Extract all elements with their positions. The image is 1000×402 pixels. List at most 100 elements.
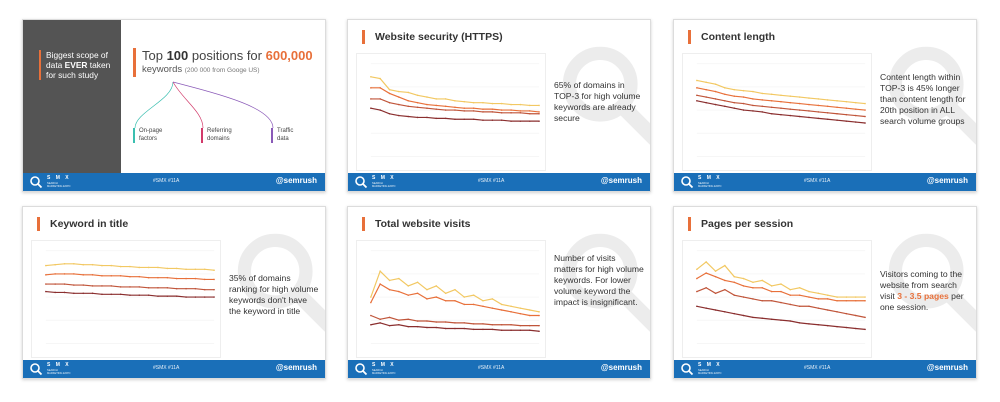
data-point (398, 103, 400, 106)
data-point (528, 104, 531, 107)
data-point (63, 283, 66, 285)
data-point (379, 270, 381, 272)
data-point (454, 109, 456, 111)
data-point (213, 296, 215, 298)
data-point (742, 296, 745, 298)
data-point (203, 296, 206, 298)
data-point (696, 268, 698, 271)
data-point (538, 104, 540, 107)
data-point (528, 329, 531, 332)
data-point (54, 283, 56, 285)
data-point (500, 112, 503, 114)
data-point (110, 293, 113, 296)
data-point (770, 290, 773, 293)
data-point (463, 303, 466, 306)
data-point (157, 295, 159, 297)
data-point (370, 76, 372, 78)
data-point (696, 94, 698, 97)
twitter-handle: @semrush (600, 363, 642, 372)
data-point (789, 303, 792, 306)
data-point (119, 275, 122, 277)
data-point (798, 287, 801, 289)
data-point (864, 316, 866, 319)
data-point (138, 294, 141, 296)
data-point (91, 292, 94, 295)
series-line-3 (45, 290, 215, 298)
data-point (798, 305, 801, 308)
data-point (388, 101, 391, 104)
data-point (54, 291, 56, 294)
data-point (101, 285, 103, 287)
data-point (463, 327, 466, 330)
data-point (789, 95, 792, 97)
data-point (110, 285, 113, 287)
data-point (528, 112, 531, 115)
data-point (491, 102, 494, 105)
data-point (864, 328, 866, 331)
data-point (808, 323, 810, 325)
branch-on-page: On-page factors (133, 128, 177, 143)
data-point (510, 112, 512, 114)
data-point (444, 105, 447, 108)
data-point (705, 272, 707, 274)
data-point (472, 294, 475, 296)
data-point (714, 275, 717, 278)
data-point (119, 293, 122, 296)
data-point (705, 96, 707, 98)
data-point (407, 91, 410, 94)
data-point (733, 281, 736, 284)
data-point (491, 307, 494, 309)
data-point (798, 115, 801, 118)
data-point (519, 312, 522, 315)
data-point (444, 117, 447, 120)
data-point (836, 299, 838, 302)
series-line-2 (370, 314, 540, 327)
data-point (370, 296, 372, 298)
data-point (203, 268, 206, 271)
data-point (826, 99, 829, 101)
data-point (435, 321, 438, 323)
data-point (798, 294, 801, 296)
data-point (500, 119, 503, 121)
data-point (836, 296, 838, 298)
data-point (724, 279, 726, 282)
data-point (789, 114, 792, 117)
data-point (538, 314, 540, 317)
data-point (696, 87, 698, 89)
data-point (463, 296, 466, 298)
data-point (733, 312, 736, 315)
data-point (510, 323, 512, 326)
data-point (388, 324, 391, 327)
data-point (379, 109, 381, 111)
data-point (82, 263, 85, 266)
smx-logo: S M X (372, 175, 396, 181)
data-point (91, 274, 94, 276)
data-point (500, 303, 503, 306)
slide-footer: S M X SEARCH MARKETING EXPO #SMX #11A @s… (23, 360, 325, 378)
data-point (733, 101, 736, 104)
data-point (845, 120, 848, 122)
data-point (370, 107, 372, 109)
data-point (213, 269, 215, 271)
data-point (110, 264, 113, 267)
slide-3-content-length: Content length Content length within TOP… (673, 19, 977, 192)
data-point (864, 299, 866, 302)
data-point (854, 121, 857, 123)
data-point (826, 294, 829, 296)
data-point (761, 92, 764, 95)
data-point (714, 83, 717, 85)
data-point (482, 119, 484, 121)
smx-logo: S M X (47, 362, 71, 368)
data-point (213, 278, 215, 281)
data-point (157, 276, 159, 279)
data-point (770, 318, 773, 321)
data-point (510, 120, 512, 122)
data-point (45, 290, 47, 293)
data-point (203, 288, 206, 291)
data-point (435, 326, 438, 329)
twitter-handle: @semrush (926, 363, 968, 372)
data-point (761, 287, 764, 289)
slide-title: Keyword in title (37, 217, 128, 231)
data-point (538, 324, 540, 327)
data-point (407, 318, 410, 321)
